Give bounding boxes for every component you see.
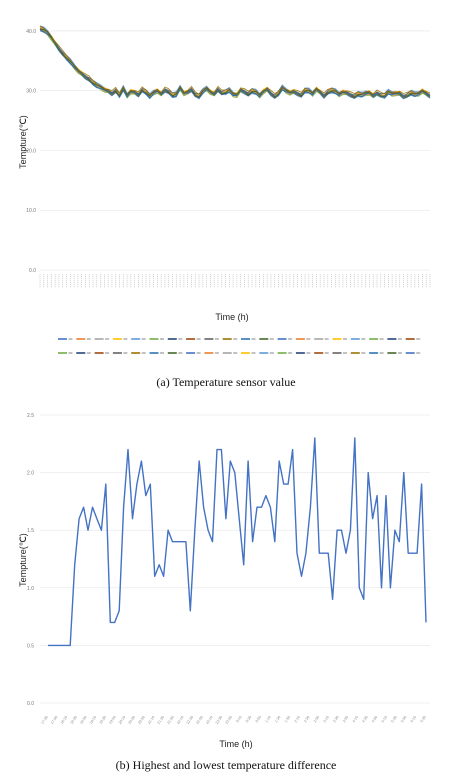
chart-a-y-tick: 10.0 — [26, 208, 36, 214]
chart-b-x-tick: 22:30 — [186, 715, 194, 725]
chart-a-series-line — [39, 30, 431, 100]
chart-a-x-axis-title: Time (h) — [215, 312, 248, 322]
chart-b-x-tick: 3:30 — [332, 715, 339, 723]
chart-b-x-tick: 21:30 — [157, 715, 165, 725]
chart-b-x-axis-title: Time (h) — [219, 739, 252, 749]
chart-b-x-tick: 5:30 — [390, 715, 397, 723]
chart-b-x-tick: 23:10 — [205, 715, 213, 725]
temperature-sensor-chart: 0.0 10.0 20.0 30.0 40.0 Tempture(℃) Time (h)… — [18, 25, 431, 389]
chart-a-caption: (a) Temperature sensor value — [156, 375, 295, 389]
chart-b-x-tick: 3:50 — [342, 715, 349, 723]
chart-b-x-tick: 1:30 — [274, 715, 281, 723]
chart-b-x-tick: 4:30 — [361, 715, 368, 723]
chart-b-x-tick: 21:10 — [147, 715, 155, 725]
chart-b-x-tick: 17:50 — [50, 715, 58, 725]
chart-b-series — [48, 437, 427, 647]
chart-b-x-tick: 19:50 — [108, 715, 116, 725]
chart-b-x-tick: 4:50 — [371, 715, 378, 723]
chart-b-x-tick: 1:50 — [284, 715, 291, 723]
chart-b-x-tick: 18:50 — [79, 715, 87, 725]
chart-b-x-tick: 6:10 — [410, 715, 417, 723]
chart-a-series-line — [39, 28, 431, 99]
chart-b-x-tick: 2:10 — [294, 715, 301, 723]
chart-b-x-tick: 1:10 — [264, 715, 271, 723]
chart-b-x-tick: 0:30 — [245, 715, 252, 723]
chart-b-x-tick: 23:50 — [225, 715, 233, 725]
chart-a-y-tick: 40.0 — [26, 29, 36, 35]
chart-b-gridlines — [40, 414, 430, 704]
chart-b-x-tick: 0:50 — [255, 715, 262, 723]
chart-b-x-tick: 3:10 — [323, 715, 330, 723]
chart-b-x-tick: 18:30 — [69, 715, 77, 725]
chart-a-y-tick: 20.0 — [26, 148, 36, 154]
chart-b-x-tick: 5:50 — [400, 715, 407, 723]
temperature-difference-chart: 0.00.51.01.52.02.5 17:30 17:50 18:10 18:30 1… — [18, 413, 430, 772]
chart-b-x-tick-labels: 17:30 17:50 18:10 18:30 18:50 19:10 19:30 19:50… — [40, 715, 426, 725]
chart-b-y-tick: 0.5 — [27, 643, 34, 649]
chart-b-x-tick: 23:30 — [215, 715, 223, 725]
chart-b-series-line — [48, 437, 427, 647]
chart-b-x-tick: 20:50 — [137, 715, 145, 725]
chart-a-y-tick-labels: 0.0 10.0 20.0 30.0 40.0 — [26, 29, 36, 274]
chart-a-series-line — [39, 27, 431, 98]
chart-b-x-tick: 2:50 — [313, 715, 320, 723]
chart-b-x-tick: 19:30 — [99, 715, 107, 725]
chart-b-x-tick: 0:10 — [235, 715, 242, 723]
chart-b-x-tick: 22:10 — [176, 715, 184, 725]
chart-a-y-tick: 30.0 — [26, 89, 36, 95]
chart-b-y-tick: 2.0 — [27, 471, 34, 477]
chart-b-x-tick: 4:10 — [352, 715, 359, 723]
chart-b-x-tick: 20:10 — [118, 715, 126, 725]
chart-b-x-tick: 2:30 — [303, 715, 310, 723]
chart-b-y-tick-labels: 0.0 0.5 1.0 1.5 2.0 2.5 — [27, 413, 34, 707]
chart-b-x-tick: 18:10 — [60, 715, 68, 725]
chart-a-series-line — [39, 28, 431, 99]
chart-a-y-axis-title: Tempture(℃) — [18, 115, 28, 169]
chart-a-y-tick: 0.0 — [29, 268, 36, 274]
chart-b-x-tick: 21:50 — [166, 715, 174, 725]
chart-a-series — [39, 25, 431, 100]
chart-b-y-axis-title: Tempture(℃) — [18, 533, 28, 587]
chart-a-x-tick-labels — [39, 274, 431, 288]
chart-a-series-line — [39, 27, 431, 98]
chart-b-x-tick: 5:10 — [381, 715, 388, 723]
chart-b-y-tick: 0.0 — [27, 701, 34, 707]
chart-b-y-tick: 2.5 — [27, 413, 34, 419]
chart-b-y-tick: 1.0 — [27, 586, 34, 592]
chart-b-x-tick: 19:10 — [89, 715, 97, 725]
chart-b-x-tick: 17:30 — [40, 715, 48, 725]
chart-b-x-tick: 22:50 — [195, 715, 203, 725]
chart-b-y-tick: 1.5 — [27, 528, 34, 534]
chart-a-legend — [58, 338, 421, 354]
chart-b-x-tick: 20:30 — [128, 715, 136, 725]
chart-b-x-tick: 6:30 — [420, 715, 427, 723]
chart-a-gridlines — [40, 30, 430, 271]
chart-b-caption: (b) Highest and lowest temperature diffe… — [116, 758, 337, 772]
